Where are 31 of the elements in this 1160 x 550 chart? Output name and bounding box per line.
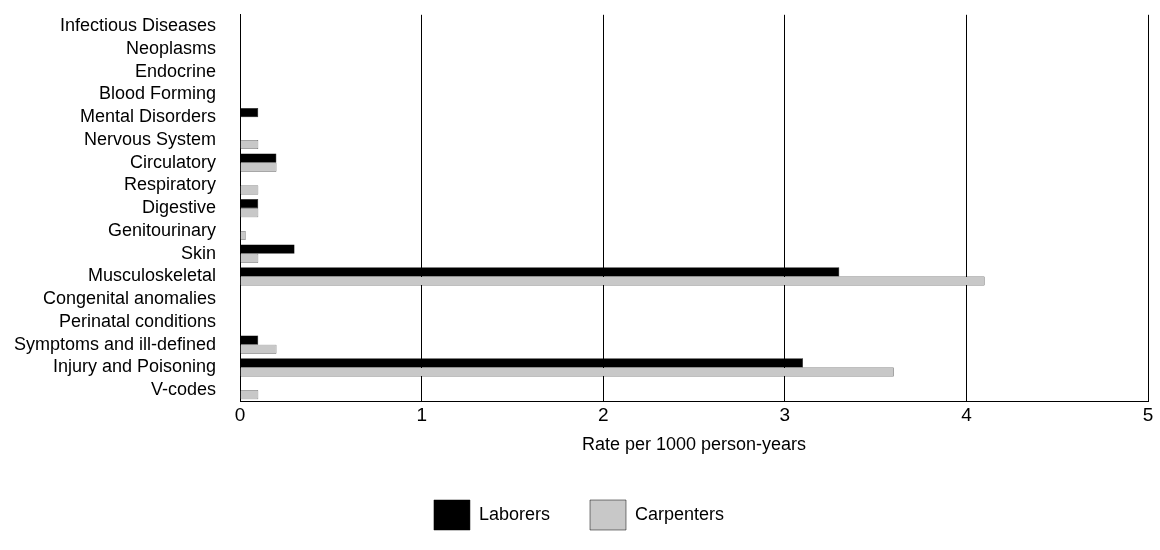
x-tick-label: 3 (779, 404, 791, 426)
bar (240, 244, 295, 254)
x-tick-label: 2 (597, 404, 609, 426)
y-tick-label: Respiratory (124, 174, 217, 195)
bar (240, 153, 277, 163)
legend-label: Carpenters (635, 503, 725, 524)
y-tick-label: Congenital anomalies (42, 288, 217, 309)
y-tick-label: Neoplasms (126, 37, 217, 58)
y-tick-label: Genitourinary (108, 219, 217, 240)
y-tick-label: Musculoskeletal (88, 265, 217, 286)
x-tick-label: 4 (961, 404, 973, 426)
legend-label: Laborers (478, 503, 550, 524)
x-tick-label: 5 (1142, 404, 1154, 426)
y-tick-label: Nervous System (84, 128, 217, 149)
y-tick-label: Blood Forming (99, 83, 217, 104)
y-tick-label: V-codes (151, 379, 217, 400)
y-tick-label: Skin (181, 242, 217, 263)
bar (240, 108, 259, 118)
bar (240, 335, 259, 345)
bar (240, 199, 259, 209)
y-tick-label: Symptoms and ill-defined (13, 333, 217, 354)
y-tick-label: Digestive (142, 197, 217, 218)
y-tick-label: Perinatal conditions (58, 310, 217, 331)
y-tick-label: Mental Disorders (80, 106, 217, 127)
x-tick-label: 0 (234, 404, 246, 426)
y-tick-label: Infectious Diseases (60, 15, 217, 36)
x-axis-title: Rate per 1000 person-years (581, 434, 807, 455)
y-tick-label: Injury and Poisoning (52, 356, 217, 377)
y-tick-label: Endocrine (135, 60, 217, 81)
y-tick-label: Circulatory (130, 151, 217, 172)
x-tick-label: 1 (416, 404, 427, 426)
